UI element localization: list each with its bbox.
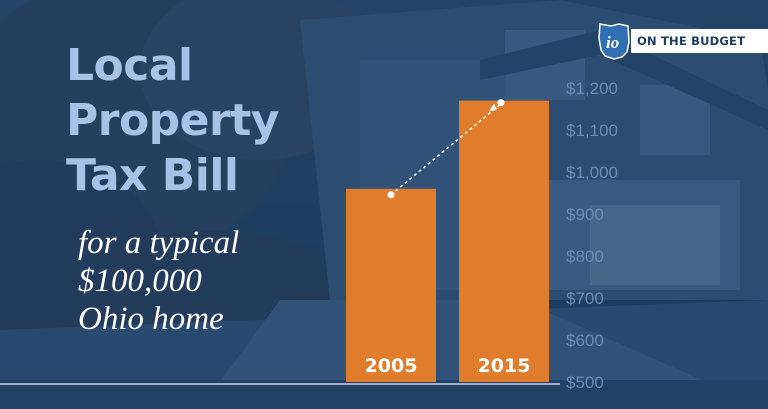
title-line: Local: [66, 40, 193, 91]
logo-mark-text: io: [606, 33, 619, 52]
category-label: 2005: [365, 355, 418, 377]
subtitle: for a typical $100,000 Ohio home: [78, 224, 239, 338]
y-tick-label: $800: [566, 247, 604, 266]
bar-2015: [459, 100, 549, 382]
title-line: Property: [66, 95, 279, 146]
category-label: 2015: [478, 355, 531, 377]
trend-end-dot: [497, 99, 505, 107]
subtitle-line: $100,000: [78, 263, 202, 299]
bar-2005: [346, 188, 436, 382]
ohio-state-icon: io: [597, 22, 631, 60]
trend-start-dot: [387, 191, 395, 199]
y-tick-label: $700: [566, 289, 604, 308]
y-tick-label: $500: [566, 373, 604, 392]
y-tick-label: $1,000: [566, 163, 618, 182]
title-line: Tax Bill: [66, 150, 239, 201]
trend-arrow-head: [489, 103, 497, 112]
brand-logo: io ON THE BUDGET: [597, 22, 768, 60]
page-title: Local Property Tax Bill: [66, 38, 279, 203]
logo-label: ON THE BUDGET: [631, 29, 768, 53]
y-tick-label: $900: [566, 205, 604, 224]
subtitle-line: for a typical: [78, 225, 240, 261]
y-tick-label: $1,100: [566, 121, 618, 140]
subtitle-line: Ohio home: [78, 301, 224, 337]
y-tick-label: $600: [566, 331, 604, 350]
y-tick-label: $1,200: [566, 79, 618, 98]
